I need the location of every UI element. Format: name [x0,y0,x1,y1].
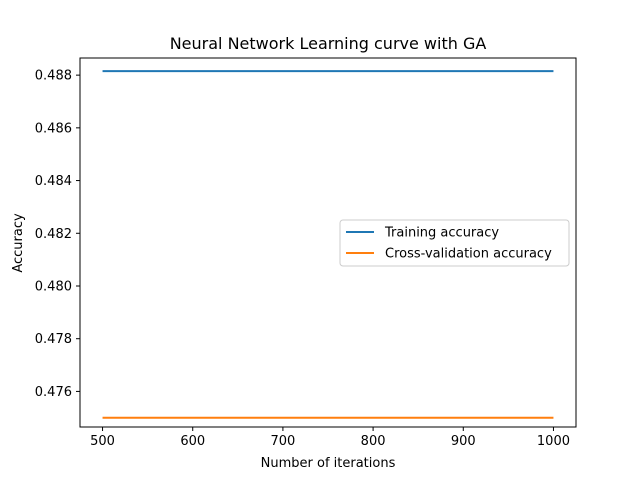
x-axis-label: Number of iterations [261,456,396,471]
chart-title: Neural Network Learning curve with GA [170,34,487,53]
x-tick-label: 900 [451,434,476,449]
y-tick-label: 0.480 [35,279,72,294]
x-tick-label: 600 [180,434,205,449]
legend-label-0: Training accuracy [384,226,499,241]
y-tick-label: 0.488 [35,69,72,84]
legend-box [339,219,570,267]
plot-area: 500 600 700 800 900 1000 0.476 0.478 0.480 0.482 0… [35,57,577,449]
y-tick-label: 0.478 [35,332,72,347]
y-tick-label: 0.482 [35,227,72,242]
x-tick-label: 700 [270,434,295,449]
legend: Training accuracy Cross-validation accura… [339,219,570,267]
y-tick-label: 0.476 [35,385,72,400]
y-axis-label: Accuracy [11,213,26,273]
x-tick-label: 1000 [537,434,570,449]
y-tick-label: 0.484 [35,174,72,189]
x-tick-label: 800 [361,434,386,449]
legend-label-1: Cross-validation accuracy [385,247,552,262]
x-tick-label: 500 [90,434,115,449]
y-tick-label: 0.486 [35,121,72,136]
axes-frame [79,57,577,428]
